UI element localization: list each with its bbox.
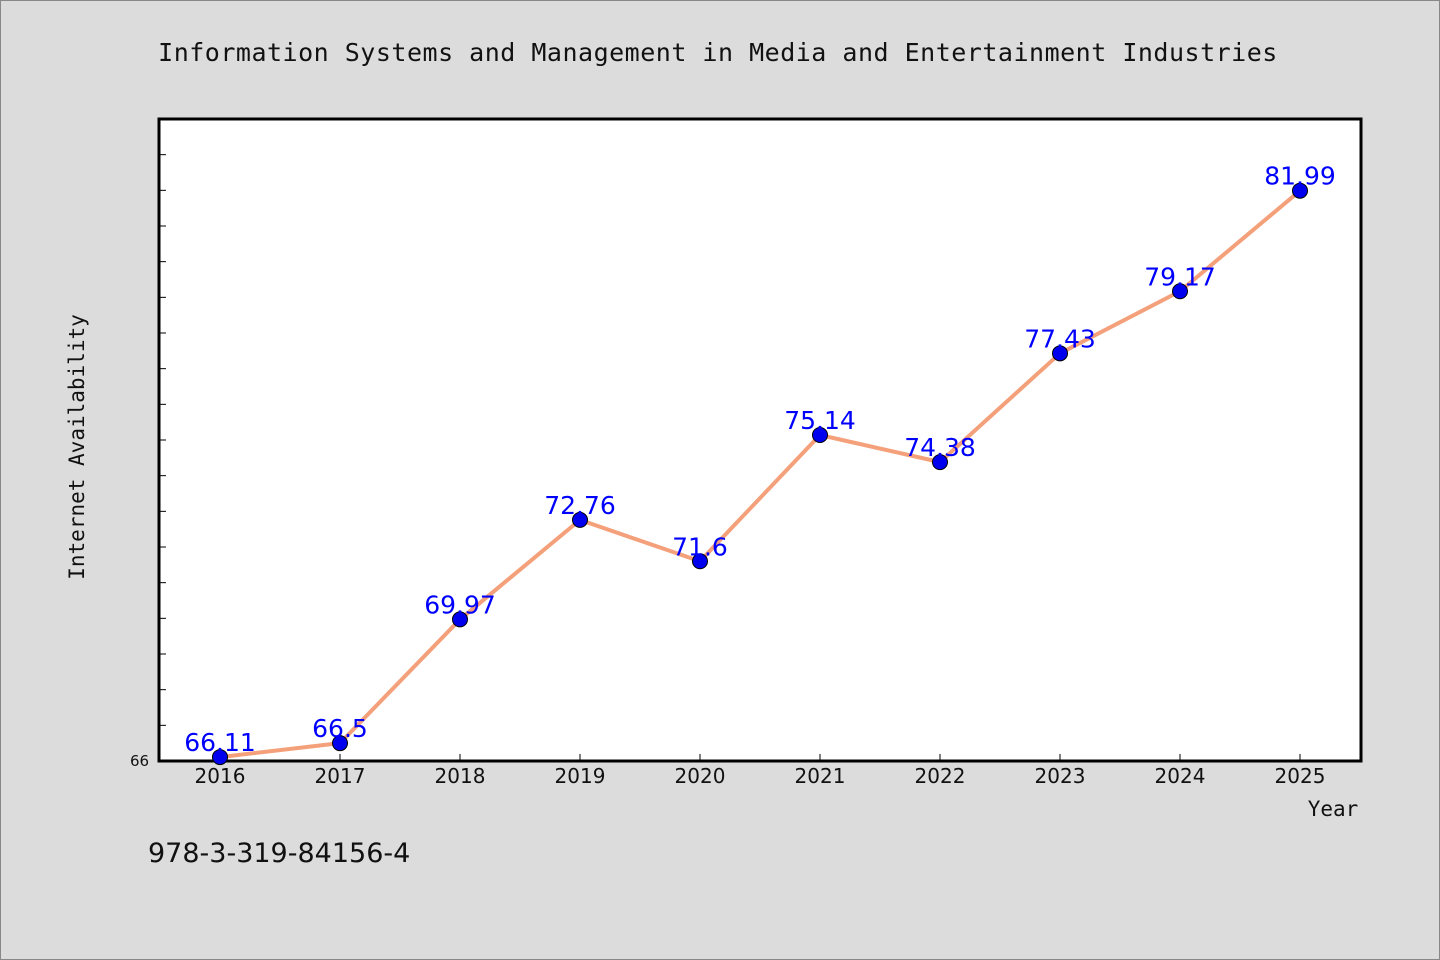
x-axis-label: Year bbox=[1308, 797, 1359, 821]
data-point bbox=[452, 611, 468, 628]
data-point bbox=[932, 454, 948, 471]
chart-title: Information Systems and Management in Me… bbox=[158, 38, 1278, 67]
data-point bbox=[692, 553, 708, 570]
x-tick-label: 2019 bbox=[555, 764, 606, 788]
x-tick-label: 2016 bbox=[195, 764, 246, 788]
x-tick-label: 2025 bbox=[1275, 764, 1326, 788]
y-axis-ticks bbox=[159, 154, 166, 726]
x-tick-label: 2022 bbox=[915, 764, 966, 788]
y-axis-label: Internet Availability bbox=[65, 314, 89, 580]
data-point bbox=[1292, 182, 1308, 199]
series-line-group bbox=[218, 188, 1302, 760]
data-label: 71.6 bbox=[672, 532, 728, 561]
data-point bbox=[1052, 345, 1068, 362]
x-tick-label: 2018 bbox=[435, 764, 486, 788]
x-tick-labels: 2016 2017 2018 2019 2020 2021 2022 2023 2024 2025 bbox=[195, 764, 1326, 788]
isbn-footer: 978-3-319-84156-4 bbox=[148, 838, 410, 869]
data-label: 74.38 bbox=[904, 433, 976, 462]
data-label: 75.14 bbox=[784, 406, 856, 435]
data-label: 72.76 bbox=[544, 491, 616, 520]
data-label: 81.99 bbox=[1264, 162, 1336, 191]
data-point bbox=[572, 511, 588, 528]
series-line bbox=[218, 188, 1302, 760]
x-tick-label: 2021 bbox=[795, 764, 846, 788]
data-label: 79.17 bbox=[1144, 262, 1216, 291]
y-min-tick-label: 66 bbox=[130, 752, 149, 770]
data-point bbox=[1172, 283, 1188, 300]
data-label: 69.97 bbox=[424, 590, 496, 619]
x-tick-label: 2023 bbox=[1035, 764, 1086, 788]
data-label: 66.5 bbox=[312, 714, 368, 743]
data-label: 66.11 bbox=[184, 728, 256, 757]
data-point bbox=[212, 749, 228, 766]
data-label: 77.43 bbox=[1024, 324, 1096, 353]
data-point bbox=[812, 427, 828, 444]
data-point bbox=[332, 735, 348, 752]
x-tick-label: 2020 bbox=[675, 764, 726, 788]
plot-area bbox=[157, 117, 1363, 763]
data-labels: 66.11 66.5 69.97 72.76 71.6 75.14 74.38 77.43 79… bbox=[184, 162, 1336, 757]
x-tick-label: 2017 bbox=[315, 764, 366, 788]
series-markers bbox=[212, 182, 1308, 766]
x-tick-label: 2024 bbox=[1155, 764, 1206, 788]
